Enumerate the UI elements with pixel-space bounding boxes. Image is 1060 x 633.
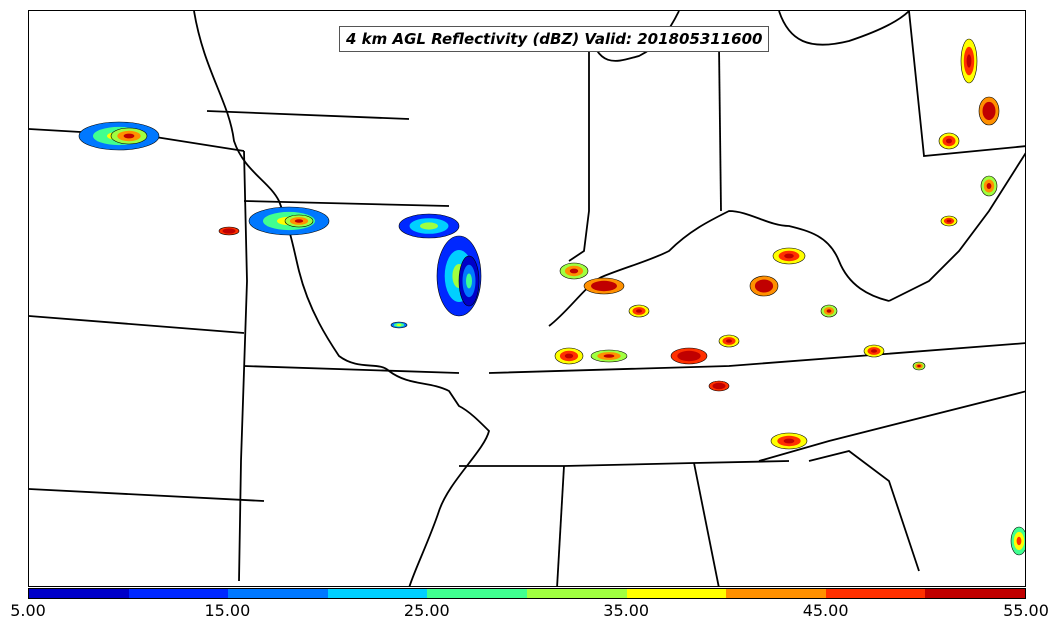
colorbar-tick-label: 35.00 [603,601,650,620]
echo-cell [603,354,615,358]
echo-cell [598,283,610,289]
echo-cell [683,353,695,359]
echo-cell [946,138,952,144]
colorbar-segment [29,589,129,598]
echo-cell [826,309,832,313]
colorbar-tick-label: 55.00 [1003,601,1049,620]
echo-cell [1016,536,1022,546]
echo-cell [986,106,992,116]
echo-cell [784,253,794,259]
map-title: 4 km AGL Reflectivity (dBZ) Valid: 20180… [339,26,770,52]
echo-cell [726,339,732,343]
echo-cell [716,384,722,388]
colorbar-tick-label: 15.00 [204,601,251,620]
echo-cell [783,438,795,444]
echo-cell [569,268,579,274]
colorbar-segment [726,589,826,598]
colorbar-segment [526,589,627,598]
echo-cell [396,324,402,326]
colorbar-segment [327,589,428,598]
colorbar [28,588,1026,599]
echo-cell [420,222,438,230]
colorbar-tick-label: 25.00 [403,601,450,620]
echo-cell [636,309,642,313]
echo-cell [986,183,992,189]
colorbar-segment [925,589,1025,598]
reflectivity-echoes [78,38,1025,556]
colorbar-tick-label: 5.00 [10,601,46,620]
state-borders [29,11,1025,586]
reflectivity-map [29,11,1025,586]
colorbar-tick-label: 45.00 [802,601,849,620]
echo-cell [759,283,769,289]
colorbar-segment [228,589,328,598]
echo-cell [917,364,921,368]
echo-cell [871,349,877,353]
colorbar-segment [427,589,527,598]
map-panel: 4 km AGL Reflectivity (dBZ) Valid: 20180… [28,10,1026,587]
echo-cell [564,353,574,359]
echo-cell [123,133,135,139]
echo-cell [966,54,972,68]
echo-cell [946,219,952,223]
colorbar-segment [825,589,926,598]
echo-cell [294,219,304,223]
echo-cell [226,229,232,233]
colorbar-segment [128,589,229,598]
colorbar-segment [626,589,727,598]
echo-cell [466,273,472,289]
